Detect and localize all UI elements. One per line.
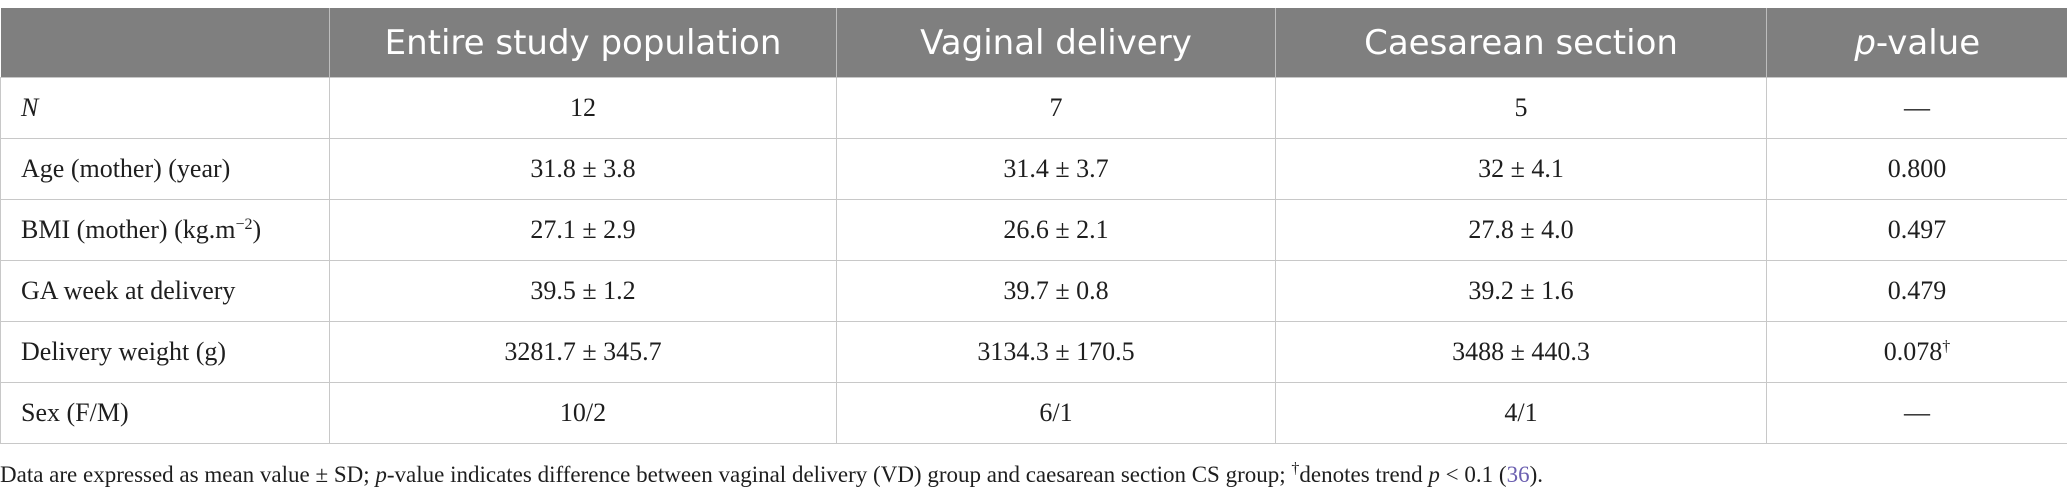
cell-caesarean: 4/1 — [1275, 382, 1767, 444]
p-value-text: 0.078 — [1883, 337, 1943, 366]
table-row: GA week at delivery 39.5 ± 1.2 39.7 ± 0.… — [0, 260, 2067, 322]
header-label — [0, 8, 330, 78]
cell-vaginal: 6/1 — [836, 382, 1276, 444]
cell-p-value: 0.800 — [1766, 138, 2067, 200]
footnote-text-1: Data are expressed as mean value ± SD; — [0, 462, 376, 487]
footnote-dagger: † — [1291, 460, 1300, 477]
cell-caesarean: 39.2 ± 1.6 — [1275, 260, 1767, 322]
bmi-label-close: ) — [252, 215, 262, 244]
table-row: Sex (F/M) 10/2 6/1 4/1 — — [0, 382, 2067, 444]
cell-caesarean: 3488 ± 440.3 — [1275, 321, 1767, 383]
row-label-ga-week: GA week at delivery — [0, 260, 330, 322]
cell-caesarean: 5 — [1275, 77, 1767, 139]
cell-entire: 10/2 — [329, 382, 837, 444]
header-p-italic: p — [1854, 22, 1876, 63]
results-table-container: Entire study population Vaginal delivery… — [0, 8, 2067, 444]
cell-p-value: 0.479 — [1766, 260, 2067, 322]
cell-vaginal: 31.4 ± 3.7 — [836, 138, 1276, 200]
bmi-label-exponent: −2 — [235, 216, 253, 233]
cell-p-value: 0.497 — [1766, 199, 2067, 261]
cell-caesarean: 32 ± 4.1 — [1275, 138, 1767, 200]
cell-vaginal: 3134.3 ± 170.5 — [836, 321, 1276, 383]
header-vaginal-delivery: Vaginal delivery — [836, 8, 1276, 78]
bmi-label-text: BMI (mother) (kg.m — [21, 215, 236, 244]
table-row: Delivery weight (g) 3281.7 ± 345.7 3134.… — [0, 321, 2067, 383]
cell-vaginal: 26.6 ± 2.1 — [836, 199, 1276, 261]
table-row: Age (mother) (year) 31.8 ± 3.8 31.4 ± 3.… — [0, 138, 2067, 200]
table-header-row: Entire study population Vaginal delivery… — [0, 8, 2067, 78]
footnote-text-3: denotes trend — [1299, 462, 1429, 487]
row-label-bmi: BMI (mother) (kg.m−2) — [0, 199, 330, 261]
header-entire-study-population: Entire study population — [329, 8, 837, 78]
cell-p-value: 0.078† — [1766, 321, 2067, 383]
table-row: BMI (mother) (kg.m−2) 27.1 ± 2.9 26.6 ± … — [0, 199, 2067, 261]
footnote-p-italic-2: p — [1428, 462, 1440, 487]
footnote-text-5: ). — [1529, 462, 1543, 487]
cell-p-value: — — [1766, 382, 2067, 444]
header-p-rest: -value — [1875, 22, 1981, 63]
cell-vaginal: 7 — [836, 77, 1276, 139]
footnote-text-2: -value indicates difference between vagi… — [386, 462, 1292, 487]
cell-vaginal: 39.7 ± 0.8 — [836, 260, 1276, 322]
cell-entire: 31.8 ± 3.8 — [329, 138, 837, 200]
table-row: N 12 7 5 — — [0, 77, 2067, 139]
cell-entire: 12 — [329, 77, 837, 139]
cell-entire: 3281.7 ± 345.7 — [329, 321, 837, 383]
cell-entire: 27.1 ± 2.9 — [329, 199, 837, 261]
footnote-p-italic: p — [375, 462, 387, 487]
row-label-age: Age (mother) (year) — [0, 138, 330, 200]
cell-p-value: — — [1766, 77, 2067, 139]
cell-caesarean: 27.8 ± 4.0 — [1275, 199, 1767, 261]
row-label-sex: Sex (F/M) — [0, 382, 330, 444]
reference-link[interactable]: 36 — [1506, 462, 1530, 487]
row-label-n: N — [0, 77, 330, 139]
header-p-value: p-value — [1766, 8, 2067, 78]
table-footnote: Data are expressed as mean value ± SD; p… — [0, 460, 2067, 488]
results-table: Entire study population Vaginal delivery… — [0, 8, 2067, 444]
row-label-delivery-weight: Delivery weight (g) — [0, 321, 330, 383]
cell-entire: 39.5 ± 1.2 — [329, 260, 837, 322]
header-caesarean-section: Caesarean section — [1275, 8, 1767, 78]
footnote-text-4: < 0.1 ( — [1439, 462, 1507, 487]
trend-dagger: † — [1942, 338, 1951, 355]
